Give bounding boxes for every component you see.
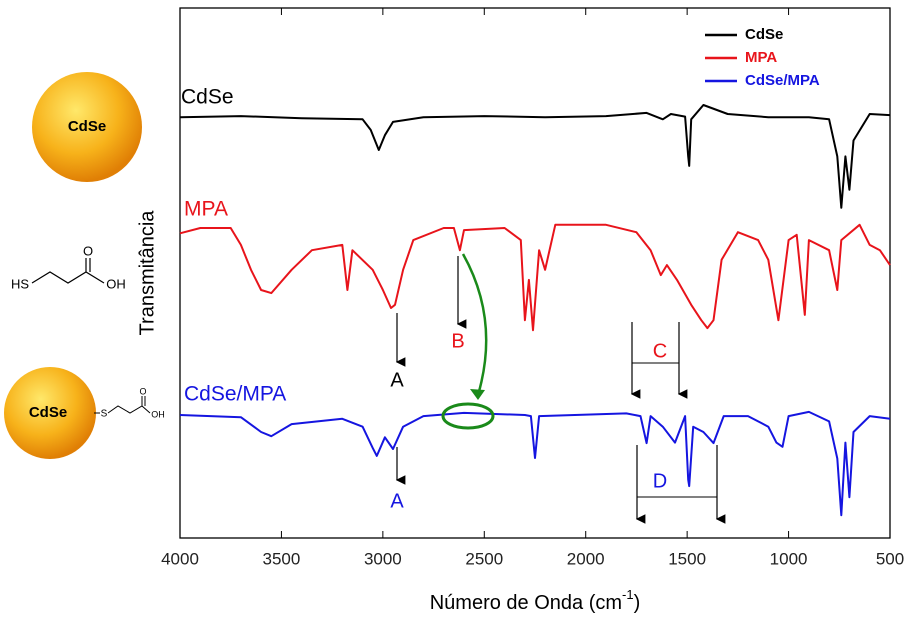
particle-label: CdSe <box>29 404 67 421</box>
x-tick-label: 1000 <box>770 549 808 568</box>
curve-label: MPA <box>184 198 228 221</box>
highlight <box>441 402 495 430</box>
green-arrowhead <box>470 389 485 400</box>
atom: OH <box>151 409 165 419</box>
atom: O <box>83 243 93 258</box>
atom: O <box>139 386 146 396</box>
annotation: B <box>451 330 464 352</box>
molecule <box>31 258 105 284</box>
nanoparticle <box>4 367 96 459</box>
x-tick-label: 2500 <box>465 549 503 568</box>
x-tick-label: 2000 <box>567 549 605 568</box>
x-tick-label: 3500 <box>263 549 301 568</box>
x-tick-label: 4000 <box>161 549 199 568</box>
illustrations: CdSe HS O OH CdSe S O OH <box>4 72 165 459</box>
molecule <box>94 396 151 414</box>
atom: HS <box>11 276 29 291</box>
x-tick-label: 500 <box>876 549 904 568</box>
curve-label: CdSe <box>181 86 234 109</box>
spectrum-line <box>179 104 891 209</box>
nanoparticle <box>32 72 142 182</box>
legend-label: CdSe/MPA <box>745 72 820 89</box>
plot-frame <box>179 7 891 539</box>
atom: S <box>101 409 108 420</box>
annotation: A <box>390 490 404 512</box>
annotation: A <box>390 369 404 391</box>
spectrum-line <box>179 410 891 517</box>
x-tick-label: 1500 <box>668 549 706 568</box>
legend-label: CdSe <box>745 26 783 43</box>
annotation: C <box>653 340 667 362</box>
spectrum-line <box>179 223 891 332</box>
x-axis-label: Número de Onda (cm-1) <box>430 587 641 614</box>
particle-label: CdSe <box>68 118 106 135</box>
green-arrow <box>461 253 488 396</box>
legend-label: MPA <box>745 49 777 66</box>
atom: OH <box>106 276 126 291</box>
curve-label: CdSe/MPA <box>184 383 286 406</box>
x-tick-label: 3000 <box>364 549 402 568</box>
y-axis-label: Transmitância <box>136 210 158 336</box>
annotation: D <box>653 470 667 492</box>
